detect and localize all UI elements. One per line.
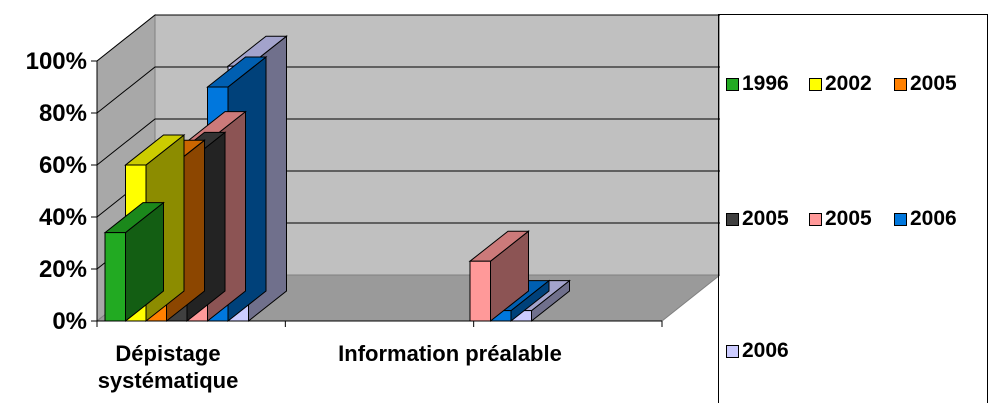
legend-item: 2006 <box>726 339 789 363</box>
chart-legend: 1996 2002 2005 2005 2005 2006 2006 <box>718 14 988 403</box>
legend-swatch <box>726 212 739 226</box>
bar <box>104 232 126 322</box>
category-label: Dépistage <box>115 341 220 366</box>
gridline <box>96 118 720 166</box>
y-tick-label: 60% <box>39 152 87 179</box>
legend-label: 2002 <box>825 72 872 95</box>
legend-label: 2005 <box>910 72 957 95</box>
legend-swatch <box>809 77 822 91</box>
bar <box>469 260 491 322</box>
gridline <box>96 14 720 62</box>
legend-swatch <box>894 212 907 226</box>
legend-swatch <box>726 77 739 91</box>
category-label: Information préalable <box>338 341 562 366</box>
legend-label: 2005 <box>742 207 789 230</box>
y-tick-label: 40% <box>39 204 87 231</box>
y-tick-label: 100% <box>26 48 87 75</box>
gridline <box>96 66 720 114</box>
legend-label: 2006 <box>742 339 789 362</box>
legend-item: 2005 <box>726 207 789 231</box>
legend-item: 2002 <box>809 72 872 96</box>
legend-swatch <box>726 344 739 358</box>
legend-label: 1996 <box>742 72 789 95</box>
y-tick-label: 20% <box>39 256 87 283</box>
category-label: systématique <box>98 368 239 393</box>
legend-item: 2005 <box>809 207 872 231</box>
legend-item: 2006 <box>894 207 957 231</box>
legend-item: 1996 <box>726 72 789 96</box>
legend-label: 2006 <box>910 207 957 230</box>
y-tick-label: 80% <box>39 100 87 127</box>
legend-item: 2005 <box>894 72 957 96</box>
legend-swatch <box>809 212 822 226</box>
y-tick-label: 0% <box>52 308 87 335</box>
legend-swatch <box>894 77 907 91</box>
legend-label: 2005 <box>825 207 872 230</box>
